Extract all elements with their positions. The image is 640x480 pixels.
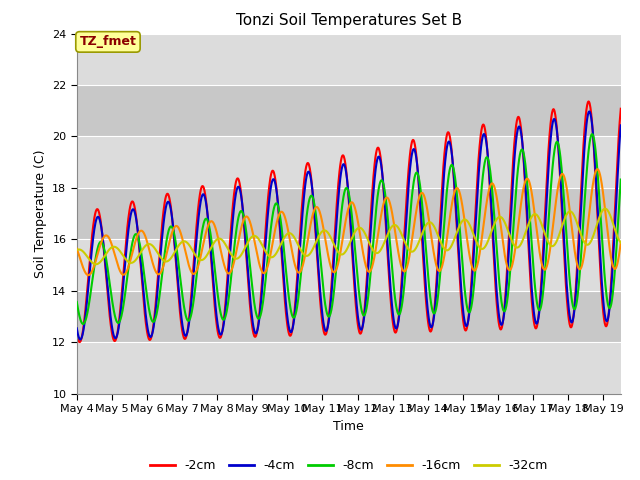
-16cm [84,272,92,278]
Bar [77,85,621,136]
Bar [77,342,621,394]
-8cm [181,310,189,315]
-8cm [171,234,179,240]
-16cm [485,188,493,194]
Line: -4cm: -4cm [77,111,621,339]
-16cm [617,240,625,245]
Text: TZ_fmet: TZ_fmet [79,36,136,48]
-4cm [617,122,625,128]
Line: -32cm: -32cm [77,209,621,264]
-2cm [485,167,493,172]
-4cm [280,271,287,276]
-8cm [485,159,493,165]
-2cm [181,336,189,342]
Bar [77,240,621,291]
-4cm [545,156,553,161]
-2cm [280,280,287,286]
-8cm [280,242,287,248]
-4cm [73,325,81,331]
-16cm [280,211,287,216]
-2cm [73,331,81,337]
-2cm [617,106,625,112]
Bar [77,136,621,188]
-32cm [545,240,553,246]
-32cm [73,247,81,253]
-32cm [230,255,238,261]
-4cm [230,204,238,210]
-2cm [171,246,179,252]
-4cm [586,108,593,114]
-2cm [585,98,593,104]
-8cm [588,132,596,137]
-32cm [601,206,609,212]
-32cm [617,240,625,245]
-4cm [77,336,84,342]
Bar [77,188,621,240]
-8cm [73,299,81,305]
-16cm [73,246,81,252]
Line: -8cm: -8cm [77,134,621,324]
Legend: -2cm, -4cm, -8cm, -16cm, -32cm: -2cm, -4cm, -8cm, -16cm, -32cm [145,455,553,477]
-8cm [79,321,87,327]
X-axis label: Time: Time [333,420,364,432]
-16cm [181,247,189,253]
Bar [77,291,621,342]
Title: Tonzi Soil Temperatures Set B: Tonzi Soil Temperatures Set B [236,13,462,28]
-8cm [230,246,238,252]
-2cm [230,191,238,196]
Line: -2cm: -2cm [77,101,621,342]
-4cm [181,333,189,338]
-32cm [171,249,179,255]
Y-axis label: Soil Temperature (C): Soil Temperature (C) [33,149,47,278]
-32cm [92,262,100,267]
-8cm [545,210,553,216]
-16cm [545,252,553,258]
Line: -16cm: -16cm [77,169,621,275]
-2cm [545,138,553,144]
-8cm [617,177,625,182]
-32cm [181,239,189,244]
-4cm [171,242,179,248]
-4cm [485,164,493,169]
Bar [77,34,621,85]
-32cm [280,236,287,242]
-16cm [230,259,238,264]
-16cm [171,224,179,229]
-2cm [76,339,84,345]
-32cm [485,236,493,242]
-16cm [593,166,601,172]
